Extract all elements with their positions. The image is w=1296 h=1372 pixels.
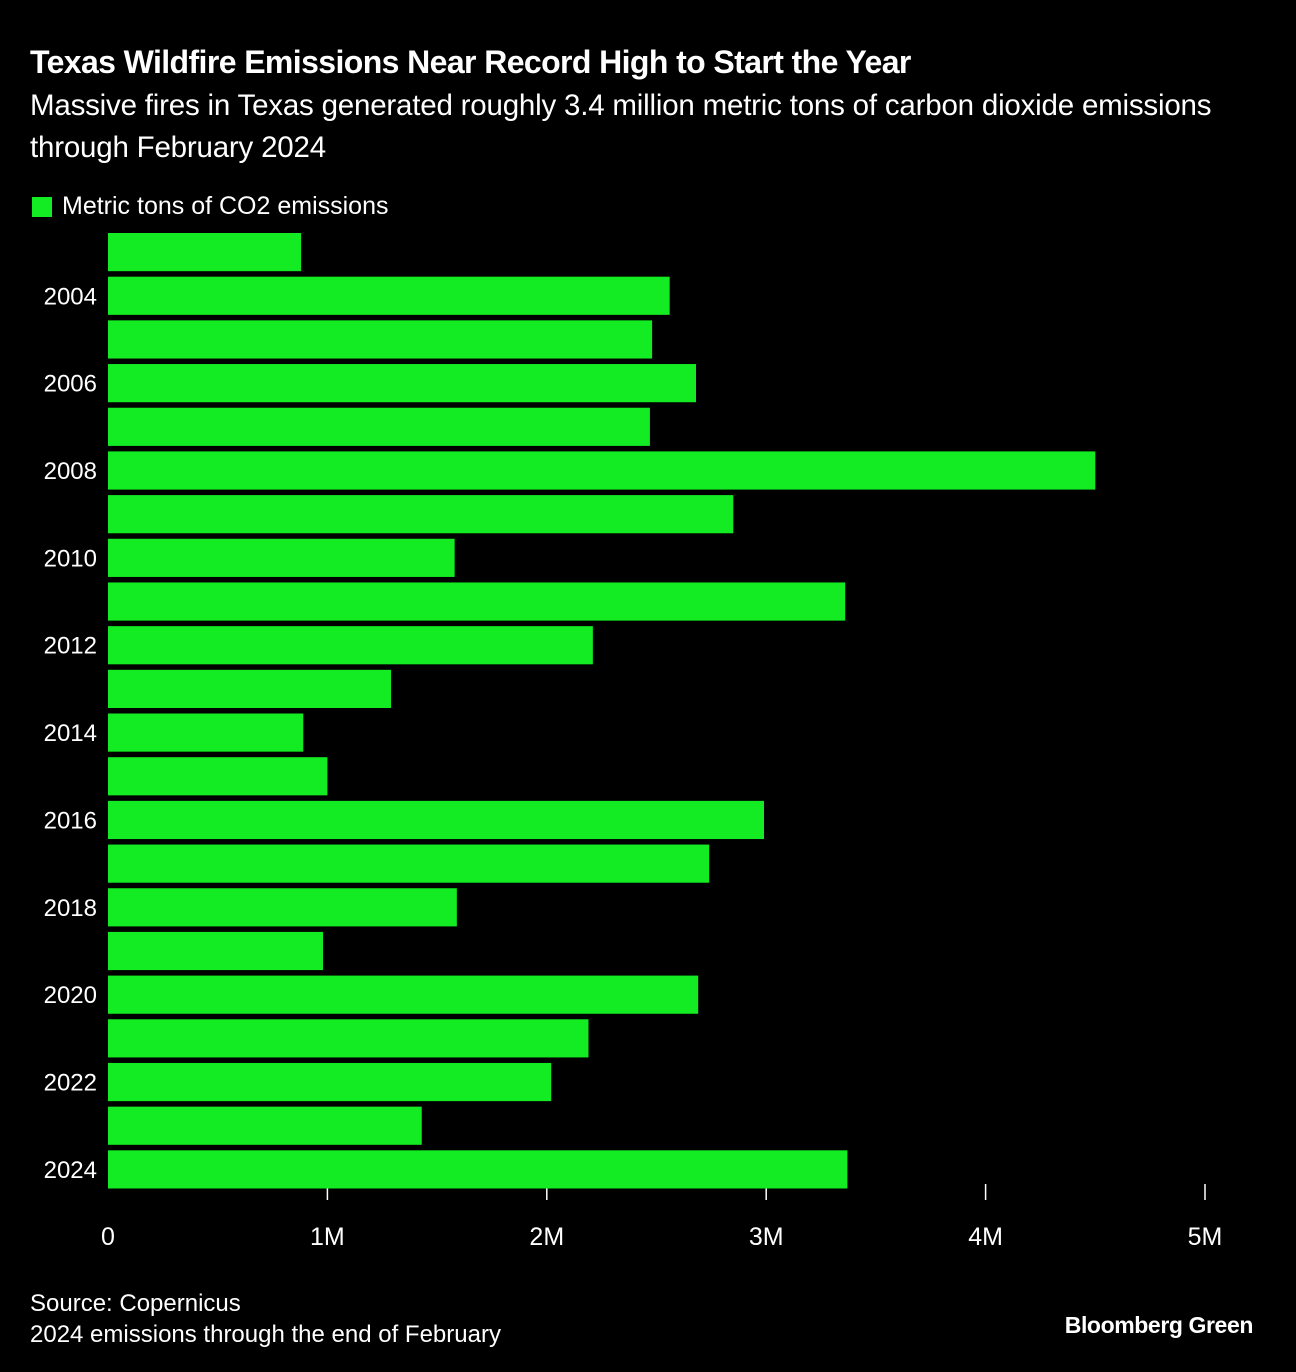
- y-tick-label: 2018: [44, 895, 97, 922]
- chart-title: Texas Wildfire Emissions Near Record Hig…: [30, 44, 911, 80]
- bar-2004: [108, 276, 670, 315]
- y-tick-label: 2004: [44, 283, 97, 310]
- bar-2013: [108, 669, 392, 708]
- x-tick-label: 3M: [749, 1223, 784, 1251]
- x-tick-label: 1M: [310, 1223, 345, 1251]
- bar-2003: [108, 233, 302, 272]
- x-tick-label: 4M: [968, 1223, 1003, 1251]
- bar-2008: [108, 451, 1096, 490]
- x-tick-label: 0: [101, 1223, 115, 1251]
- y-tick-label: 2024: [44, 1157, 97, 1184]
- y-tick-label: 2020: [44, 982, 97, 1009]
- y-tick-label: 2022: [44, 1070, 97, 1097]
- bar-2016: [108, 800, 765, 840]
- data-note: 2024 emissions through the end of Februa…: [30, 1321, 501, 1348]
- brand-logo: Bloomberg Green: [1064, 1312, 1254, 1338]
- bar-2012: [108, 626, 593, 665]
- y-tick-label: 2008: [44, 458, 97, 485]
- bar-2022: [108, 1062, 552, 1102]
- y-axis-labels: 2004 2006 2008 2010 2012 2014 2016 2018 2020 2022…: [44, 283, 97, 1184]
- bar-2020: [108, 975, 699, 1014]
- y-tick-label: 2006: [44, 371, 97, 398]
- bar-2006: [108, 364, 696, 403]
- y-tick-label: 2016: [44, 807, 97, 834]
- x-axis-labels: 0 1M 2M 3M 4M 5M: [101, 1223, 1222, 1251]
- bar-2018: [108, 888, 457, 927]
- x-tick-label: 5M: [1188, 1223, 1223, 1251]
- chart-subtitle: Massive fires in Texas generated roughly…: [30, 89, 1212, 164]
- bar-2019: [108, 931, 324, 971]
- bar-2014: [108, 713, 304, 752]
- bar-2007: [108, 407, 650, 446]
- legend-swatch: [32, 196, 52, 217]
- y-tick-label: 2014: [44, 720, 97, 747]
- bar-2021: [108, 1019, 589, 1058]
- bar-2017: [108, 844, 710, 883]
- footer-notes: Source: Copernicus 2024 emissions throug…: [30, 1288, 501, 1350]
- bar-2011: [108, 582, 846, 621]
- bar-2010: [108, 538, 455, 577]
- bars: [108, 233, 1096, 1189]
- source-note: Source: Copernicus: [30, 1290, 241, 1317]
- bar-2009: [108, 495, 734, 534]
- bar-2024: [108, 1150, 848, 1189]
- bar-2023: [108, 1106, 422, 1145]
- bar-2015: [108, 757, 328, 796]
- legend-label: Metric tons of CO2 emissions: [62, 192, 389, 220]
- y-tick-label: 2010: [44, 545, 97, 572]
- x-tick-label: 2M: [529, 1223, 564, 1251]
- y-tick-label: 2012: [44, 633, 97, 660]
- bar-2005: [108, 320, 653, 359]
- legend: Metric tons of CO2 emissions: [32, 192, 389, 221]
